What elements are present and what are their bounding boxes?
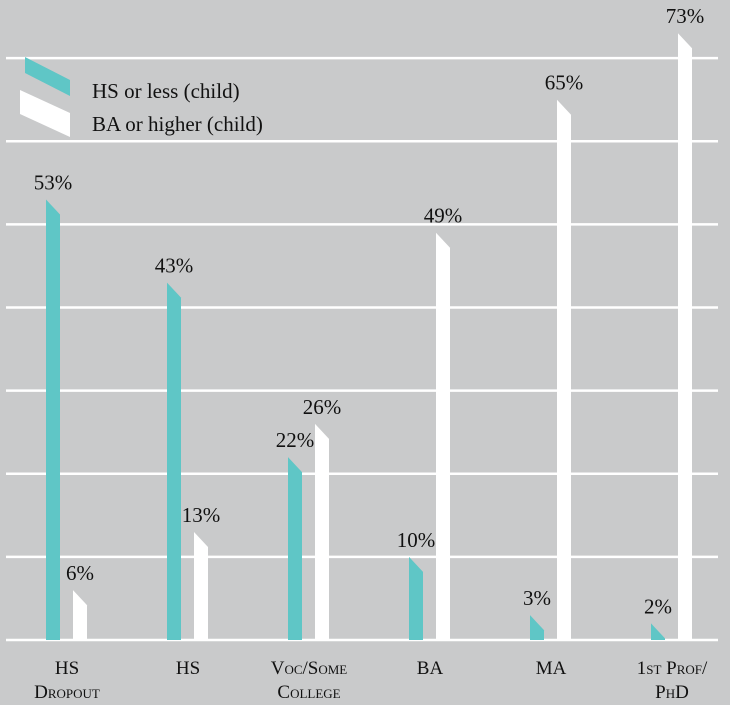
legend-label: HS or less (child) xyxy=(92,79,240,103)
value-label: 3% xyxy=(523,586,551,610)
value-label: 65% xyxy=(545,71,584,95)
value-label: 53% xyxy=(34,170,73,194)
value-label: 13% xyxy=(182,503,221,527)
x-tick-label: Dropout xyxy=(34,682,100,703)
bar xyxy=(194,531,208,640)
x-tick-label: PhD xyxy=(655,682,689,703)
x-tick-label: College xyxy=(277,682,340,703)
x-tick-label: BA xyxy=(417,658,444,679)
value-label: 49% xyxy=(424,204,463,228)
value-label: 6% xyxy=(66,561,94,585)
x-tick-label: Voc/Some xyxy=(271,658,348,679)
value-label: 73% xyxy=(666,4,705,28)
x-tick-label: MA xyxy=(536,658,567,679)
bar xyxy=(530,615,544,640)
value-label: 26% xyxy=(303,395,342,419)
x-tick-label: HS xyxy=(55,658,79,679)
legend-swatch xyxy=(25,57,70,96)
bar xyxy=(557,99,571,641)
bar xyxy=(651,623,665,640)
bar xyxy=(315,423,329,640)
value-label: 2% xyxy=(644,594,672,618)
bar xyxy=(73,590,87,640)
bar xyxy=(46,199,60,640)
bar xyxy=(288,457,302,640)
bar xyxy=(167,282,181,640)
legend-swatch xyxy=(20,90,70,137)
value-label: 22% xyxy=(276,428,315,452)
x-tick-label: 1st Prof/ xyxy=(637,658,708,679)
bar xyxy=(409,556,423,640)
bar xyxy=(678,33,692,640)
x-tick-label: HS xyxy=(176,658,200,679)
value-label: 10% xyxy=(397,528,436,552)
legend-label: BA or higher (child) xyxy=(92,112,263,136)
bar xyxy=(436,232,450,640)
value-label: 43% xyxy=(155,254,194,278)
